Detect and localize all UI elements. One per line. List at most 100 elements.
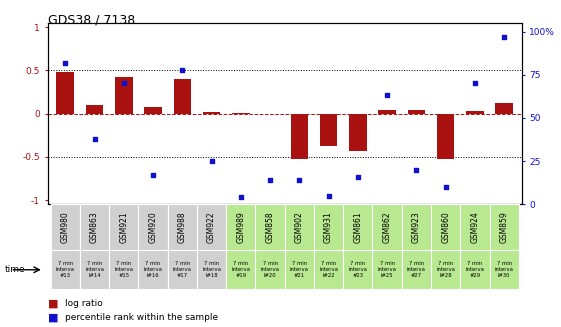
Text: ■: ■ [48,299,58,308]
Bar [320,113,337,146]
Text: GSM922: GSM922 [207,212,216,243]
Text: GSM862: GSM862 [383,212,392,243]
Point [383,93,392,98]
Point [412,167,421,172]
Point [90,136,99,141]
Bar [460,250,490,289]
Text: 7 min
interva
#27: 7 min interva #27 [407,262,426,278]
Point [61,60,70,65]
Text: 7 min
interva
l#16: 7 min interva l#16 [144,262,163,278]
Point [119,81,128,86]
Bar [226,204,255,250]
Text: ■: ■ [48,312,58,322]
Bar [466,111,484,113]
Point [265,178,274,183]
Bar [57,72,74,113]
Text: 7 min
interva
#21: 7 min interva #21 [290,262,309,278]
Point [149,172,158,178]
Bar [460,204,490,250]
Bar [50,204,80,250]
Point [353,174,362,179]
Text: GSM863: GSM863 [90,211,99,243]
Point [441,184,450,190]
Text: GSM902: GSM902 [295,211,304,243]
Bar [261,113,279,114]
Text: 7 min
interva
l#22: 7 min interva l#22 [319,262,338,278]
Text: 7 min
interva
l#30: 7 min interva l#30 [495,262,514,278]
Bar [431,250,460,289]
Point [295,178,304,183]
Bar [314,250,343,289]
Text: log ratio: log ratio [65,299,102,308]
Text: GDS38 / 7138: GDS38 / 7138 [48,14,135,27]
Bar [168,250,197,289]
Bar [109,204,139,250]
Bar [203,112,220,113]
Text: 7 min
interva
#17: 7 min interva #17 [173,262,192,278]
Bar [197,250,226,289]
Bar [255,204,285,250]
Text: GSM923: GSM923 [412,211,421,243]
Text: GSM860: GSM860 [441,211,450,243]
Point [471,81,480,86]
Point [324,193,333,198]
Bar [349,113,367,151]
Text: GSM980: GSM980 [61,211,70,243]
Bar [408,110,425,113]
Bar [197,204,226,250]
Text: 7 min
interva
l#20: 7 min interva l#20 [261,262,279,278]
Text: 7 min
interva
#23: 7 min interva #23 [348,262,367,278]
Bar [495,103,513,113]
Text: GSM924: GSM924 [471,211,480,243]
Bar [402,204,431,250]
Text: GSM859: GSM859 [500,211,509,243]
Text: 7 min
interva
#15: 7 min interva #15 [114,262,133,278]
Bar [115,77,132,113]
Point [500,34,509,39]
Point [236,195,245,200]
Bar [109,250,139,289]
Point [207,159,216,164]
Text: GSM920: GSM920 [149,211,158,243]
Bar [80,250,109,289]
Bar [343,250,373,289]
Bar [314,204,343,250]
Bar [173,79,191,113]
Text: 7 min
interva
#19: 7 min interva #19 [231,262,250,278]
Text: GSM921: GSM921 [119,212,128,243]
Point [178,67,187,72]
Bar [139,204,168,250]
Text: 7 min
interva
l#28: 7 min interva l#28 [436,262,455,278]
Bar [490,204,519,250]
Text: 7 min
interva
l#25: 7 min interva l#25 [378,262,397,278]
Bar [490,250,519,289]
Text: 7 min
interva
#29: 7 min interva #29 [466,262,484,278]
Bar [139,250,168,289]
Bar [373,204,402,250]
Bar [343,204,373,250]
Bar [291,113,308,159]
Bar [255,250,285,289]
Text: time: time [4,265,25,274]
Bar [373,250,402,289]
Text: GSM988: GSM988 [178,212,187,243]
Text: 7 min
interva
l#14: 7 min interva l#14 [85,262,104,278]
Bar [144,107,162,113]
Bar [437,113,454,159]
Bar [168,204,197,250]
Text: GSM989: GSM989 [236,211,245,243]
Bar [285,250,314,289]
Bar [402,250,431,289]
Bar [50,250,80,289]
Bar [86,105,103,113]
Text: GSM861: GSM861 [353,212,362,243]
Bar [378,110,396,113]
Text: GSM931: GSM931 [324,211,333,243]
Text: 7 min
interva
#13: 7 min interva #13 [56,262,75,278]
Bar [431,204,460,250]
Text: percentile rank within the sample: percentile rank within the sample [65,313,218,322]
Text: 7 min
interva
l#18: 7 min interva l#18 [202,262,221,278]
Bar [80,204,109,250]
Text: GSM858: GSM858 [265,212,274,243]
Bar [226,250,255,289]
